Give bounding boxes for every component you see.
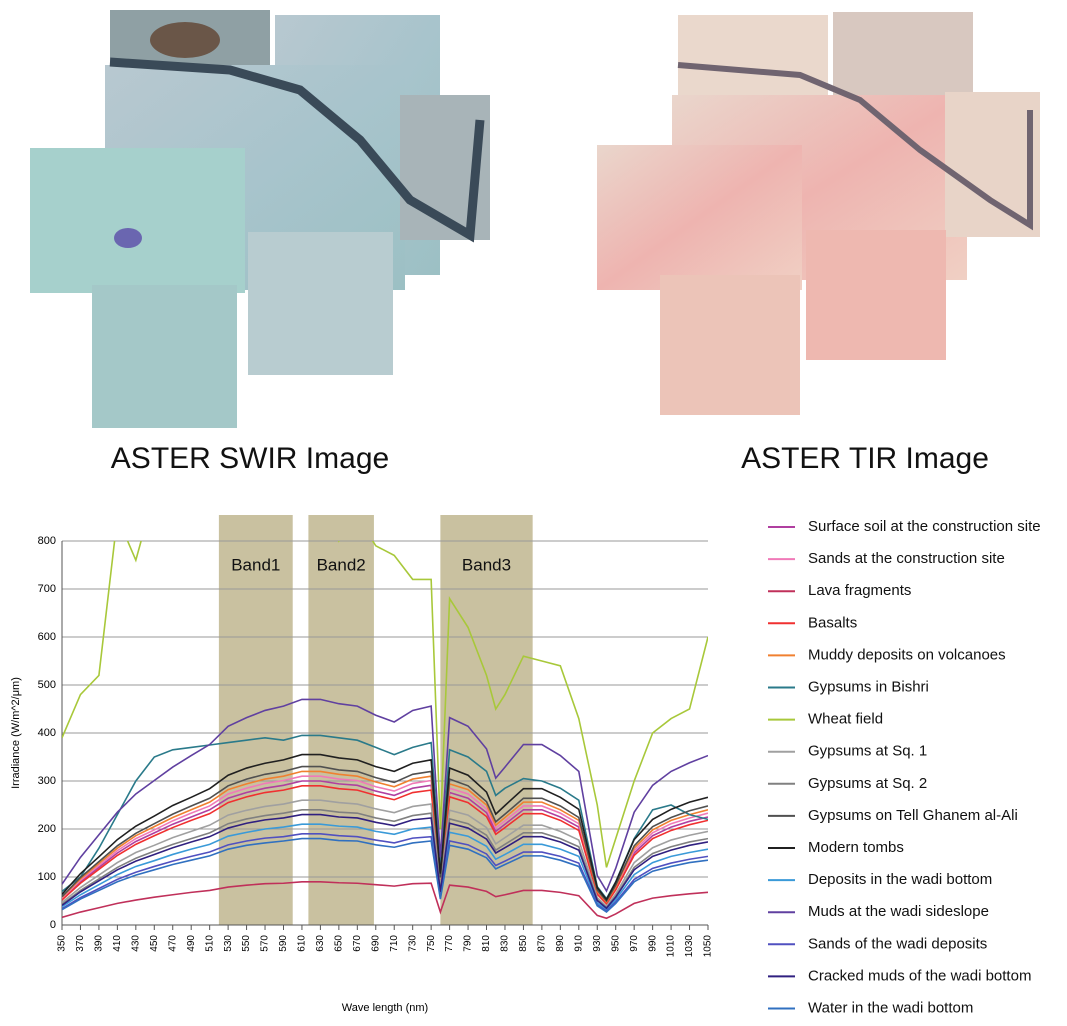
x-tick-label: 750 [426,935,437,952]
x-tick-label: 830 [500,935,511,952]
x-tick-label: 630 [315,935,326,952]
x-tick-label: 710 [389,935,400,952]
y-tick-label: 800 [38,535,56,547]
image-caption: ASTER SWIR Image [111,442,389,475]
x-tick-label: 730 [407,935,418,952]
legend-label: Muddy deposits on volcanoes [808,646,1006,663]
x-tick-label: 550 [241,935,252,952]
y-tick-label: 100 [38,871,56,883]
legend-label: Sands of the wadi deposits [808,935,987,952]
x-tick-label: 910 [573,935,584,952]
x-tick-label: 470 [167,935,178,952]
legend-label: Gypsums on Tell Ghanem al-Ali [808,807,1018,824]
x-tick-label: 870 [537,935,548,952]
x-tick-label: 850 [518,935,529,952]
legend-label: Water in the wadi bottom [808,999,973,1016]
legend-label: Gypsums at Sq. 2 [808,775,927,792]
legend-label: Muds at the wadi sideslope [808,903,989,920]
x-tick-label: 810 [481,935,492,952]
x-axis-label: Wave length (nm) [342,1002,428,1014]
band [308,515,374,925]
band-label: Band2 [317,555,366,574]
x-tick-label: 990 [647,935,658,952]
y-tick-label: 300 [38,775,56,787]
x-tick-label: 350 [57,935,68,952]
legend-label: Modern tombs [808,839,904,856]
legend-label: Cracked muds of the wadi bottom [808,967,1031,984]
band [219,515,293,925]
x-tick-label: 1030 [684,935,695,958]
band-label: Band1 [231,555,280,574]
x-tick-label: 930 [592,935,603,952]
x-tick-label: 970 [629,935,640,952]
legend-label: Gypsums at Sq. 1 [808,743,927,760]
swir-image [30,10,490,428]
y-tick-label: 400 [38,727,56,739]
x-tick-label: 390 [94,935,105,952]
legend-label: Deposits in the wadi bottom [808,871,992,888]
tir-image [597,12,1040,415]
x-tick-label: 450 [149,935,160,952]
band-label: Band3 [462,555,511,574]
y-tick-label: 500 [38,679,56,691]
x-tick-label: 650 [333,935,344,952]
x-tick-label: 890 [555,935,566,952]
y-tick-label: 200 [38,823,56,835]
x-tick-label: 410 [112,935,123,952]
x-tick-label: 1010 [666,935,677,958]
y-tick-label: 600 [38,631,56,643]
x-tick-label: 490 [186,935,197,952]
x-tick-label: 530 [223,935,234,952]
x-tick-label: 950 [610,935,621,952]
y-tick-label: 700 [38,583,56,595]
x-tick-label: 590 [278,935,289,952]
legend-label: Sands at the construction site [808,550,1005,567]
legend-label: Basalts [808,614,857,631]
figure: ASTER SWIR Image ASTER TIR Image Irradia… [0,0,1067,1021]
x-tick-label: 610 [297,935,308,952]
y-tick-label: 0 [50,919,56,931]
x-tick-label: 370 [75,935,86,952]
legend-label: Wheat field [808,711,883,728]
x-tick-label: 790 [463,935,474,952]
x-tick-label: 1050 [703,935,714,958]
x-tick-label: 510 [204,935,215,952]
x-tick-label: 770 [444,935,455,952]
x-tick-label: 690 [370,935,381,952]
x-tick-label: 570 [260,935,271,952]
y-axis-label: Irradiance (W/m^2/μm) [10,677,22,789]
legend-label: Gypsums in Bishri [808,678,929,695]
image-caption: ASTER TIR Image [741,442,989,475]
legend-label: Lava fragments [808,582,911,599]
x-tick-label: 430 [130,935,141,952]
x-tick-label: 670 [352,935,363,952]
legend-label: Surface soil at the construction site [808,518,1041,535]
